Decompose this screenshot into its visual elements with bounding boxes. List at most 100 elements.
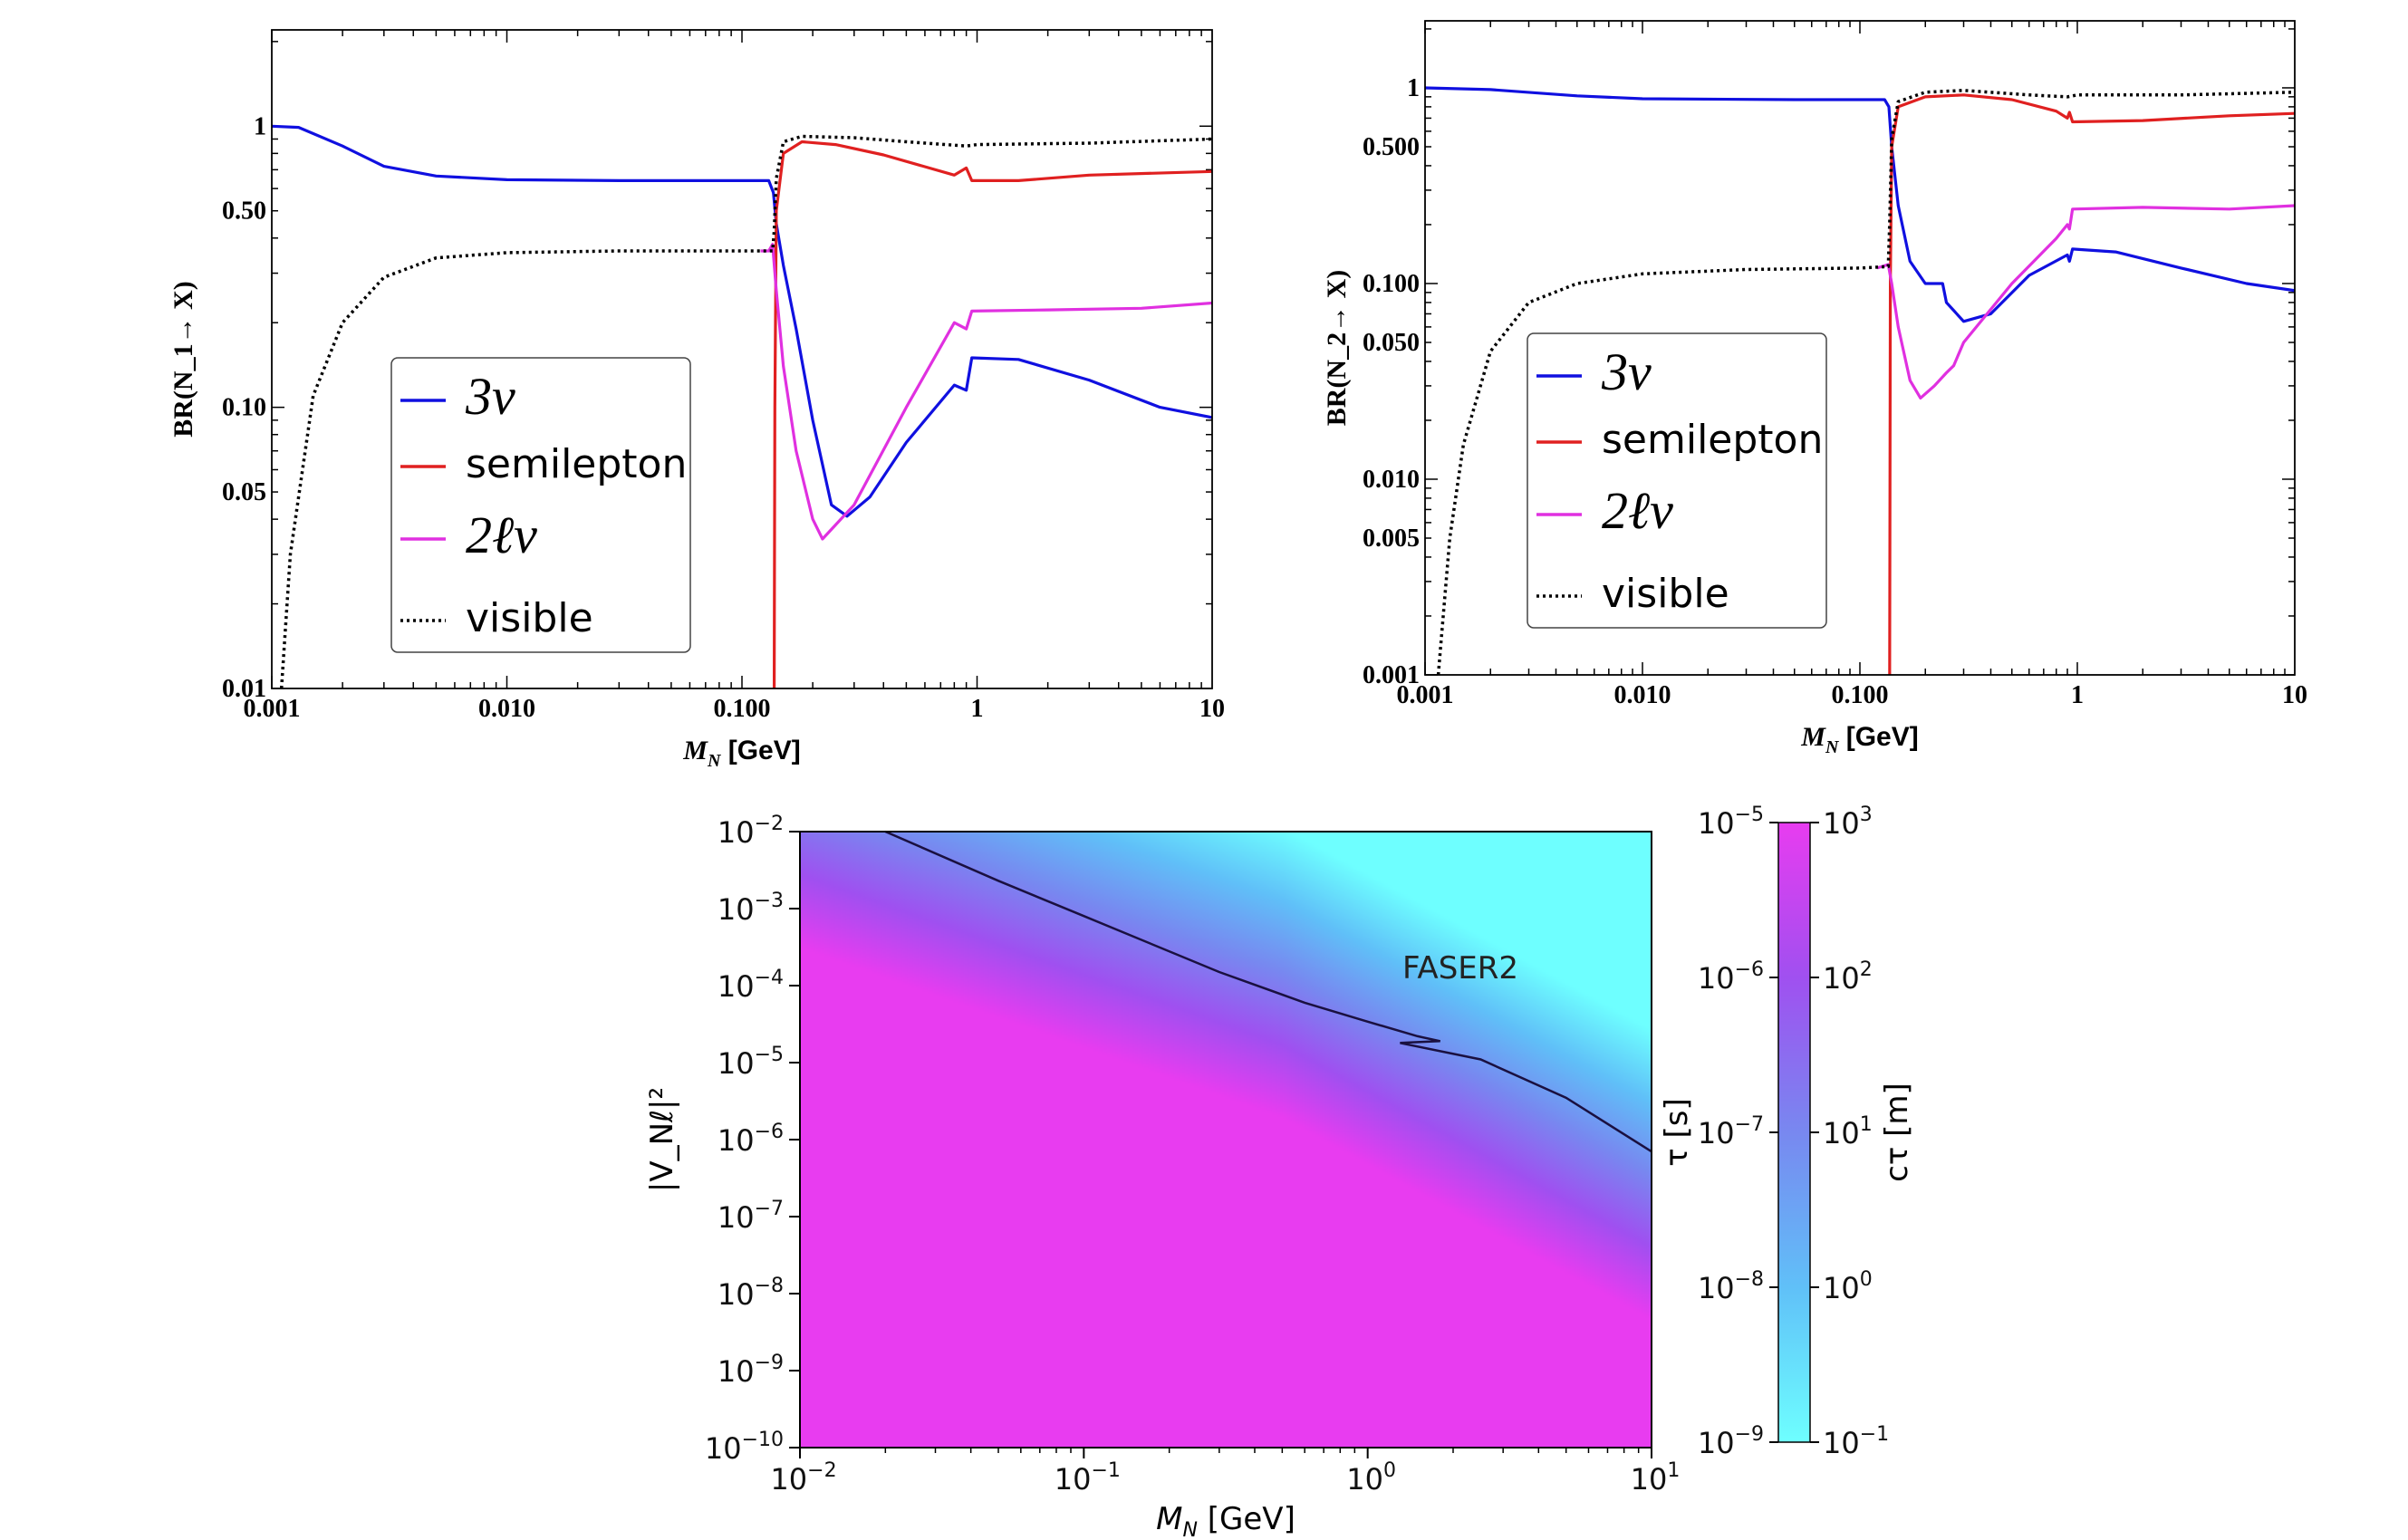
legend-frame xyxy=(1527,332,1827,629)
x-tick-label: 0.001 xyxy=(1397,681,1454,709)
tick-exponent: −5 xyxy=(755,1044,784,1066)
tick-exponent: −7 xyxy=(755,1198,784,1220)
y-axis-label: |V_Nℓ|² xyxy=(644,1087,680,1192)
tick-base: 10 xyxy=(718,892,755,927)
tick-exponent: −2 xyxy=(807,1459,836,1482)
x-tick-label: 1 xyxy=(971,695,984,723)
tick-base: 10 xyxy=(718,969,755,1004)
tick-exponent: −6 xyxy=(755,1121,784,1143)
tick-base: 10 xyxy=(718,815,755,850)
colorbar-right-label: 102 xyxy=(1823,958,1873,996)
tick-base: 10 xyxy=(1346,1462,1383,1497)
y-tick-label: 0.001 xyxy=(1363,661,1420,689)
colorbar-left-label: 10−5 xyxy=(1698,804,1764,841)
tick-exponent: 3 xyxy=(1860,804,1873,826)
y-tick-label: 10−10 xyxy=(705,1429,784,1466)
y-tick-label: 10−8 xyxy=(718,1275,784,1312)
colorbar-right-label: 103 xyxy=(1823,804,1873,841)
tick-exponent: −2 xyxy=(755,813,784,835)
x-axis-label: MN [GeV] xyxy=(682,736,801,771)
y-tick-label: 0.01 xyxy=(222,675,266,703)
tick-base: 10 xyxy=(1698,1426,1735,1460)
tick-exponent: −9 xyxy=(755,1352,784,1374)
y-tick-label: 0.05 xyxy=(222,478,266,506)
y-tick-label: 10−2 xyxy=(718,813,784,850)
colorbar-left-label: 10−7 xyxy=(1698,1113,1764,1150)
x-axis-label: MN [GeV] xyxy=(1156,1501,1296,1540)
legend-entry-label: 3ν xyxy=(1601,342,1652,401)
ticks xyxy=(271,30,1212,689)
y-tick-label: 0.50 xyxy=(222,197,266,226)
faser2-contour xyxy=(884,830,1652,1153)
series-3ν xyxy=(272,124,1212,518)
colorbar xyxy=(1777,822,1811,1443)
series-visible xyxy=(279,134,1212,688)
y-tick-label: 10−4 xyxy=(718,967,784,1004)
x-tick-label: 0.100 xyxy=(714,695,771,723)
colorbar-left-label: 10−8 xyxy=(1698,1268,1764,1305)
series-3ν xyxy=(1425,86,2295,323)
series-group xyxy=(272,124,1212,688)
xlabel-unit: [GeV] xyxy=(720,736,800,765)
x-tick-label: 1 xyxy=(2071,681,2084,709)
colorbar-left-label: 10−9 xyxy=(1698,1423,1764,1460)
series-2ℓν xyxy=(1876,204,2295,399)
tick-base: 10 xyxy=(770,1462,807,1497)
tick-base: 10 xyxy=(1631,1462,1668,1497)
y-tick-label: 10−3 xyxy=(718,890,784,927)
series-2ℓν xyxy=(760,243,1212,541)
tick-exponent: −8 xyxy=(1735,1268,1764,1291)
x-tick-label: 100 xyxy=(1346,1459,1396,1497)
tick-base: 10 xyxy=(1698,1271,1735,1305)
xlabel-unit: [GeV] xyxy=(1198,1501,1296,1537)
tick-exponent: −5 xyxy=(1735,804,1764,826)
x-tick-label: 10 xyxy=(2282,681,2307,709)
xlabel-M: M xyxy=(1156,1501,1182,1537)
tick-exponent: −1 xyxy=(1091,1459,1120,1482)
y-tick-label: 0.005 xyxy=(1363,525,1420,553)
series-semilepton xyxy=(772,140,1212,688)
xlabel-sub: N xyxy=(707,751,722,771)
tick-base: 10 xyxy=(718,1200,755,1235)
y-tick-label: 0.010 xyxy=(1363,466,1420,494)
x-tick-label: 0.001 xyxy=(244,695,301,723)
tick-exponent: −7 xyxy=(1735,1113,1764,1136)
x-tick-label: 0.010 xyxy=(478,695,535,723)
tick-exponent: −4 xyxy=(755,967,784,989)
tick-exponent: −1 xyxy=(1860,1423,1889,1446)
legend-frame xyxy=(390,357,691,653)
tick-base: 10 xyxy=(1823,961,1860,996)
heatmap-field xyxy=(800,832,1652,1448)
tick-base: 10 xyxy=(718,1277,755,1312)
x-axis-label: MN [GeV] xyxy=(1800,722,1919,757)
tick-exponent: 1 xyxy=(1667,1459,1680,1482)
x-tick-label: 101 xyxy=(1631,1459,1681,1497)
y-tick-label: 10−7 xyxy=(718,1198,784,1235)
colorbar-ctau-label: cτ [m] xyxy=(1879,1083,1915,1182)
legend-entry-label: semilepton xyxy=(1602,417,1823,463)
x-tick-label: 10−1 xyxy=(1055,1459,1121,1497)
colorbar-left-label: 10−6 xyxy=(1698,958,1764,996)
tick-exponent: −3 xyxy=(755,890,784,912)
tick-base: 10 xyxy=(1698,806,1735,841)
xlabel-sub: N xyxy=(1825,737,1840,757)
colorbar-right-label: 10−1 xyxy=(1823,1423,1889,1460)
tick-exponent: 1 xyxy=(1860,1113,1873,1136)
legend: 3ν semilepton 2ℓν visible xyxy=(390,357,691,653)
tick-base: 10 xyxy=(1823,1116,1860,1150)
tick-exponent: 0 xyxy=(1860,1268,1873,1291)
x-tick-label: 10 xyxy=(1199,695,1225,723)
y-tick-label: 10−6 xyxy=(718,1121,784,1158)
x-tick-label: 10−2 xyxy=(770,1459,836,1497)
colorbar-right-label: 101 xyxy=(1823,1113,1873,1150)
y-axis-label: BR(N_1→ X) xyxy=(169,281,198,438)
y-tick-label: 0.10 xyxy=(222,394,266,422)
xlabel-sub: N xyxy=(1183,1519,1198,1540)
tick-exponent: −8 xyxy=(755,1275,784,1297)
tick-exponent: −6 xyxy=(1735,958,1764,981)
tick-base: 10 xyxy=(718,1046,755,1081)
xlabel-M: M xyxy=(1800,722,1826,752)
legend-entry-label: 2ℓν xyxy=(466,505,537,564)
y-tick-label: 10−9 xyxy=(718,1352,784,1389)
